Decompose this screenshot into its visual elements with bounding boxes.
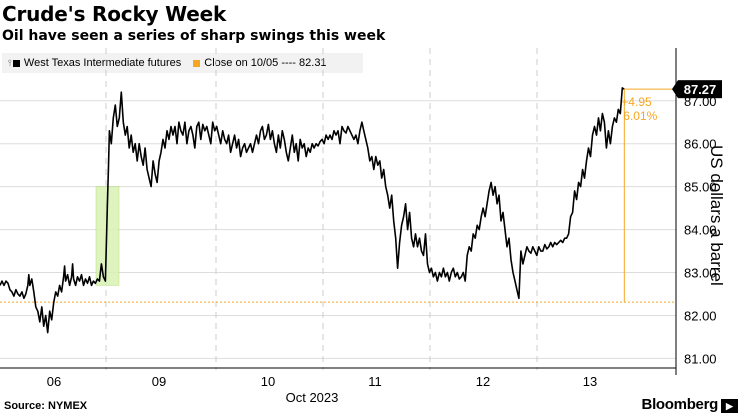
legend-label-wti: West Texas Intermediate futures	[23, 57, 182, 69]
source-note: Source: NYMEX	[4, 400, 88, 412]
y-tick-label: 85.00	[684, 180, 717, 195]
y-tick-label: 84.00	[684, 223, 717, 238]
x-tick-label: 12	[476, 374, 490, 389]
series-layer	[0, 87, 625, 334]
chart-title: Crude's Rocky Week	[2, 2, 227, 26]
x-tick-label: 11	[368, 374, 382, 389]
legend-item-close[interactable]: Close on 10/05 ---- 82.31	[193, 57, 327, 69]
x-tick-label: 06	[47, 374, 61, 389]
y-tick-label: 82.00	[684, 308, 717, 323]
legend: ⫯ West Texas Intermediate futures Close …	[2, 53, 363, 73]
x-tick-label: 10	[261, 374, 275, 389]
bloomberg-icon: ▶	[721, 399, 738, 413]
y-tick-label: 81.00	[684, 351, 717, 366]
x-tick-label: 13	[583, 374, 597, 389]
series-line-wti	[0, 87, 625, 334]
legend-label-close: Close on 10/05 ---- 82.31	[204, 57, 327, 69]
legend-swatch-close	[193, 59, 201, 67]
y-tick-label: 86.00	[684, 137, 717, 152]
brand-logo: Bloomberg	[641, 396, 719, 413]
y-tick-label: 83.00	[684, 266, 717, 281]
legend-item-wti[interactable]: ⫯ West Texas Intermediate futures	[8, 57, 181, 69]
x-tick-label: 09	[152, 374, 166, 389]
last-value-pointer	[672, 80, 678, 99]
change-abs-label: +4.95	[621, 95, 652, 109]
change-pct-label: 6.01%	[623, 109, 657, 123]
chart-subtitle: Oil have seen a series of sharp swings t…	[2, 28, 386, 44]
last-value-badge	[678, 80, 722, 99]
y-axis-label: US dollars a barrel	[707, 145, 726, 286]
last-value-label: 87.27	[684, 82, 717, 97]
chart-line-icon: ⫯	[8, 57, 12, 68]
legend-swatch-wti	[12, 59, 20, 67]
annotations: +4.956.01% 87.27	[621, 80, 722, 303]
x-axis-label: Oct 2023	[286, 390, 339, 405]
